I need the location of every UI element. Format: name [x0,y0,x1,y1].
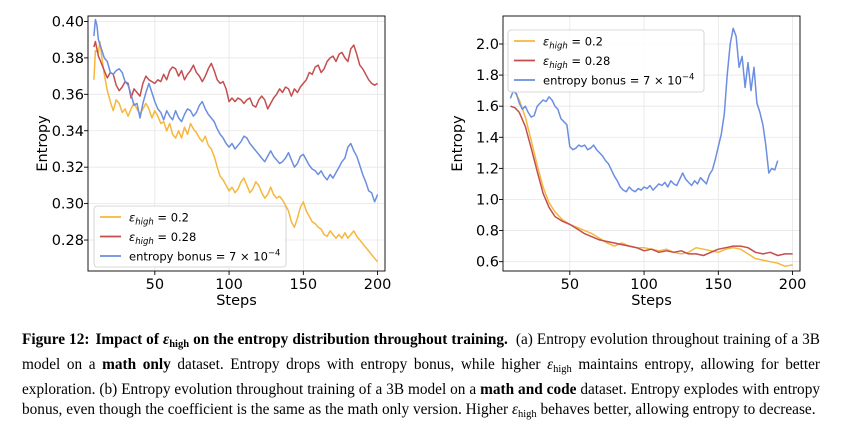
series-line-0 [510,89,793,268]
legend: εhigh = 0.2 εhigh = 0.28 entropy bonus = 7… [93,205,287,268]
caption-symbol-2: ε [547,356,554,373]
y-tick-label: 0.34 [52,124,84,140]
caption-title-symbol: ε [162,331,170,348]
legend-label: entropy bonus = 7 × 10−4 [129,249,280,264]
legend-box [507,29,705,93]
x-tick-label: 150 [704,277,732,293]
y-tick-label: 0.30 [52,197,84,213]
figure-caption: Figure 12: Impact of εhigh on the entropy… [22,330,820,425]
legend-label: entropy bonus = 7 × 10−4 [543,73,694,88]
caption-bold-2: math and code [480,381,577,398]
y-tick-label: 1.0 [476,192,499,208]
series-line-2 [509,27,779,193]
figure-charts: 50 100 150 200 0.28 0.30 0.32 0.34 0.36 0.38 0.40 S… [35,14,807,309]
axes-frame [502,15,801,272]
series-line-1 [93,40,378,110]
caption-label: Figure 12: [22,331,90,348]
legend-label: εhigh = 0.28 [543,54,610,71]
chart-panel-left: 50 100 150 200 0.28 0.30 0.32 0.34 0.36 0.38 0.40 S… [35,14,391,309]
chart-panel-right: 50 100 150 200 0.6 0.8 1.0 1.2 1.4 1.6 1.8 2.0 Steps… [450,15,807,309]
caption-title: Impact of εhigh on the entropy distribut… [95,331,508,350]
x-tick-label: 100 [215,277,243,293]
x-axis-label: Steps [216,293,257,309]
caption-bold-1: math only [102,356,171,373]
legend-label: εhigh = 0.2 [129,211,189,228]
legend-label: εhigh = 0.28 [129,230,196,247]
caption-title-sub: high [169,339,190,350]
y-tick-label: 0.36 [52,87,84,103]
x-axis-label: Steps [631,293,672,309]
caption-sub-2: high [553,364,572,375]
legend-label: εhigh = 0.2 [543,35,603,52]
x-tick-label: 150 [289,277,317,293]
y-tick-label: 0.40 [52,14,84,30]
y-axis-label: Entropy [450,115,466,172]
caption-text-5: behaves better, allowing entropy to decr… [536,401,816,418]
caption-sub-3: high [517,409,537,420]
y-tick-label: 0.6 [476,255,499,271]
y-tick-label: 1.2 [476,161,499,177]
y-tick-label: 0.8 [476,224,499,240]
caption-title-post: on the entropy distribution throughout t… [189,331,508,348]
x-tick-label: 200 [364,277,392,293]
y-tick-label: 0.28 [52,233,84,249]
series-line-1 [510,105,793,257]
caption-title-pre: Impact of [95,331,163,348]
y-tick-label: 1.4 [476,130,499,146]
y-axis-label: Entropy [35,115,51,172]
y-tick-label: 0.32 [52,160,84,176]
caption-symbol-3: ε [511,401,518,418]
x-tick-label: 200 [779,277,807,293]
axes-frame [87,15,386,272]
y-tick-label: 1.6 [476,99,499,115]
series-line-2 [93,18,379,203]
caption-text-1: (a) Entropy evolution throughout trainin… [22,331,820,373]
legend: εhigh = 0.2 εhigh = 0.28 entropy bonus = 7… [507,29,705,93]
caption-text-4: dataset. Entropy explodes with entropy b… [22,381,820,418]
y-tick-label: 2.0 [476,37,499,53]
y-tick-label: 0.38 [52,51,84,67]
series-line-0 [93,40,379,263]
legend-box [93,205,287,268]
caption-text-3: maintains entropy, allowing for better e… [22,356,821,398]
caption-text-2: dataset. Entropy drops with entropy bonu… [170,356,548,373]
y-tick-label: 1.8 [476,68,499,84]
x-tick-label: 50 [561,277,579,293]
x-tick-label: 100 [630,277,658,293]
x-tick-label: 50 [146,277,164,293]
